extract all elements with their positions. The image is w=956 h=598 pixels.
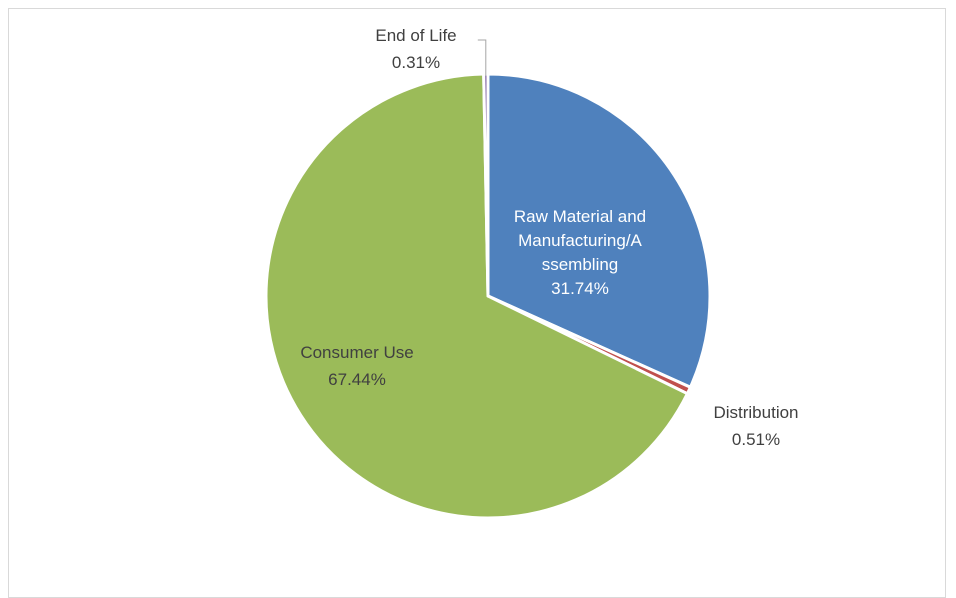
data-label-0-line-2: ssembling	[542, 255, 619, 274]
pie-slice-0	[486, 72, 712, 389]
pie-slices	[264, 72, 712, 520]
leader-lines	[477, 39, 487, 76]
data-label-3-line-1: 0.31%	[392, 53, 440, 72]
data-label-3: End of Life 0.31%	[375, 26, 456, 72]
data-label-2-line-0: Consumer Use	[300, 343, 413, 362]
data-label-0-line-1: Manufacturing/A	[518, 231, 642, 250]
data-label-0-line-3: 31.74%	[551, 279, 609, 298]
data-label-0-line-0: Raw Material and	[514, 207, 646, 226]
data-label-0: Raw Material and Manufacturing/A ssembling…	[514, 207, 646, 298]
data-label-1: Distribution 0.51%	[713, 403, 798, 449]
pie-slice-2	[264, 72, 689, 520]
data-label-2-line-1: 67.44%	[328, 370, 386, 389]
data-label-1-line-0: Distribution	[713, 403, 798, 422]
leader-line-end-of-life	[477, 39, 487, 76]
data-labels: Raw Material and Manufacturing/A ssembling…	[300, 26, 798, 449]
data-label-1-line-1: 0.51%	[732, 430, 780, 449]
data-label-3-line-0: End of Life	[375, 26, 456, 45]
data-label-2: Consumer Use 67.44%	[300, 343, 413, 389]
pie-chart: Raw Material and Manufacturing/A ssembling…	[264, 26, 799, 520]
